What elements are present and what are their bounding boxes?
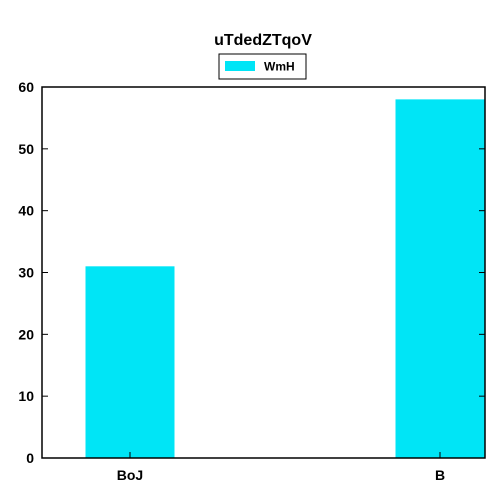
y-tick-label: 20 bbox=[18, 326, 34, 342]
bar-b bbox=[395, 99, 485, 458]
y-tick-label: 60 bbox=[18, 79, 34, 95]
legend: WmH bbox=[218, 53, 307, 80]
y-tick-label: 40 bbox=[18, 203, 34, 219]
legend-swatch bbox=[225, 61, 255, 71]
y-tick-label: 50 bbox=[18, 141, 34, 157]
legend-label: WmH bbox=[264, 60, 295, 74]
bars-layer bbox=[85, 99, 485, 458]
x-tick-label: BoJ bbox=[117, 467, 143, 483]
y-tick-label: 0 bbox=[26, 450, 34, 466]
y-tick-label: 10 bbox=[18, 388, 34, 404]
x-tick-label: B bbox=[435, 467, 445, 483]
chart-title: uTdedZTqoV bbox=[214, 32, 312, 49]
x-axis: BoJ B bbox=[117, 452, 445, 483]
y-tick-label: 30 bbox=[18, 265, 34, 281]
y-axis: 0 10 20 30 40 50 60 bbox=[18, 79, 485, 466]
bar-boj bbox=[85, 266, 175, 458]
plot-frame bbox=[41, 86, 486, 459]
